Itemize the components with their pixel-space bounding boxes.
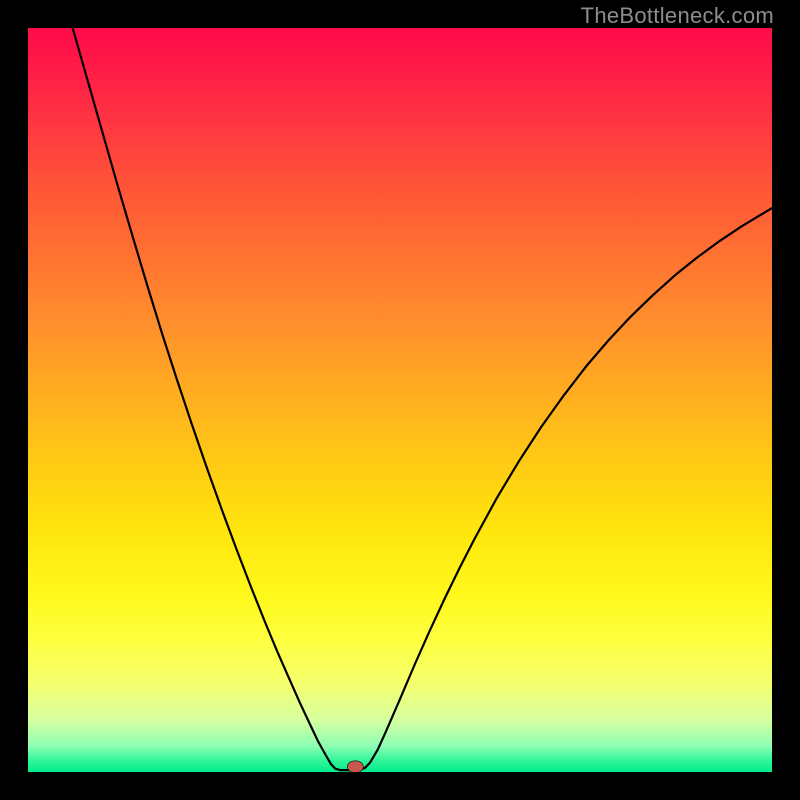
minimum-marker (347, 761, 363, 772)
bottleneck-curve (73, 28, 772, 770)
watermark-text: TheBottleneck.com (581, 3, 774, 29)
curve-layer (28, 28, 772, 772)
chart-container: TheBottleneck.com (0, 0, 800, 800)
plot-area (28, 28, 772, 772)
